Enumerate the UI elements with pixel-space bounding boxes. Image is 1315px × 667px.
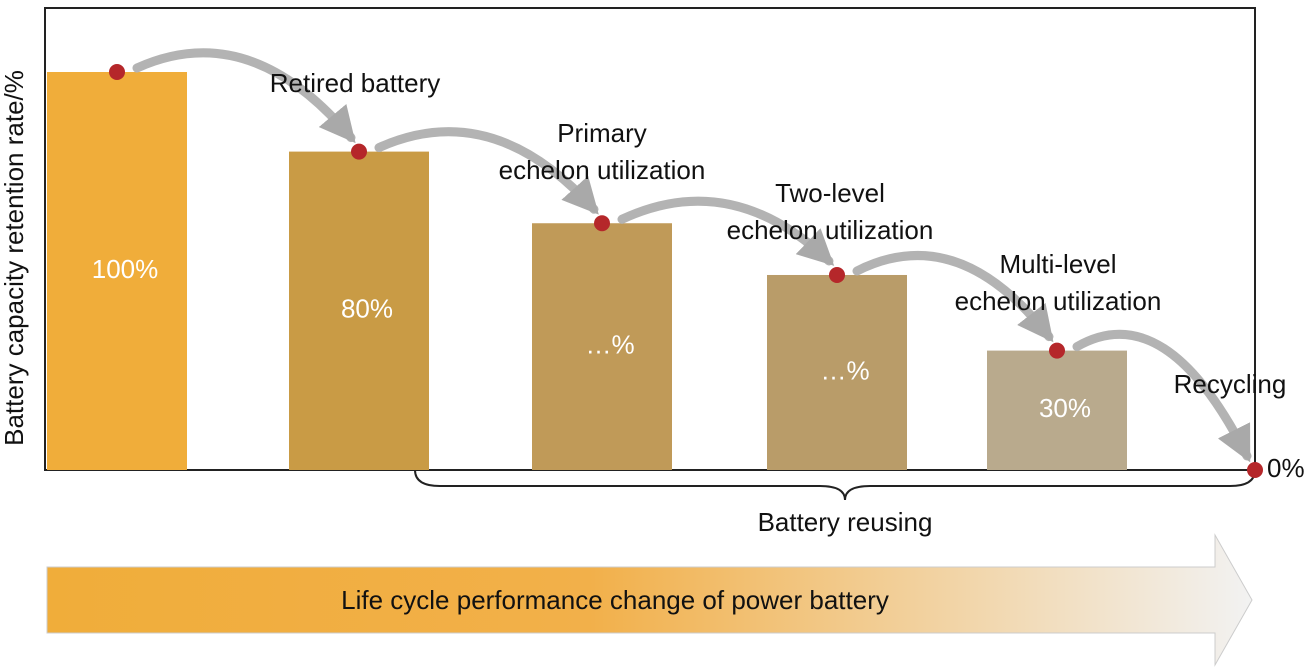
annotation: Retired battery [270, 68, 441, 98]
annotation: Two-level [775, 178, 885, 208]
brace-label: Battery reusing [758, 507, 933, 537]
life-cycle-arrow [46, 533, 1253, 667]
flow-arrow [374, 127, 599, 215]
value-label: …% [585, 329, 634, 359]
annotation: Primary [557, 118, 647, 148]
point [1049, 342, 1065, 359]
annotation: echelon utilization [955, 286, 1162, 316]
bar [987, 350, 1127, 470]
flow-arrow [852, 250, 1054, 343]
bar [47, 72, 187, 470]
flow-arrow [132, 48, 356, 144]
brace [414, 469, 1256, 501]
value-label: 0% [1267, 453, 1305, 483]
value-label: 80% [341, 294, 393, 324]
annotation: Multi-level [999, 249, 1116, 279]
arrow-label: Life cycle performance change of power b… [341, 585, 889, 615]
value-label: …% [820, 355, 869, 385]
point [351, 143, 367, 160]
point [829, 266, 845, 283]
bar [532, 223, 672, 470]
value-label: 100% [92, 254, 159, 284]
y-axis-label: Battery capacity retention rate/% [0, 70, 29, 446]
bar [767, 274, 907, 470]
flow-arrow [617, 196, 835, 266]
bar [289, 151, 429, 470]
point [109, 64, 125, 80]
point [1247, 462, 1263, 478]
annotation: Recycling [1174, 369, 1287, 399]
value-label: 30% [1039, 393, 1091, 423]
annotation: echelon utilization [499, 155, 706, 185]
point [594, 215, 610, 232]
annotation: echelon utilization [727, 215, 934, 245]
flow-arrow [1072, 329, 1252, 463]
